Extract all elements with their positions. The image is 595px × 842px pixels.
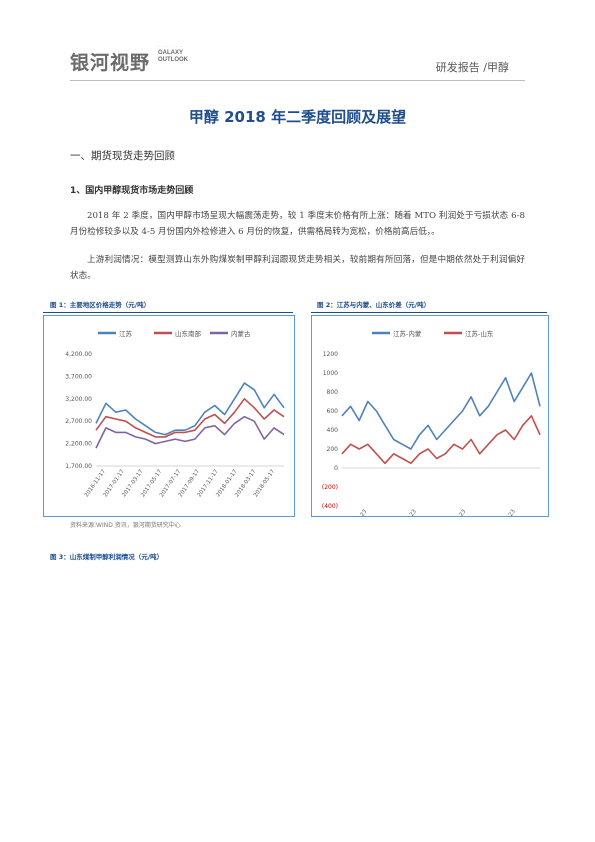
price-trend-chart: 江苏 山东南部 内蒙古 1,700.00 2,200.00 2,700.00 3,200.0…	[65, 329, 285, 498]
paragraph-1: 2018 年 2 季度，国内甲醇市场呈现大幅震荡走势，较 1 季度末价格有所上涨…	[70, 211, 525, 237]
y-tick-label: 4,200.00	[65, 351, 92, 358]
y-tick-label: 3,200.00	[65, 396, 92, 403]
y-tick-label: 1000	[323, 370, 338, 377]
series-line	[95, 398, 285, 438]
series-line	[95, 382, 285, 436]
figure-1-rule	[43, 312, 293, 313]
legend-label: 江苏-内蒙	[393, 329, 422, 338]
logo-english: GALAXY OUTLOOK	[158, 50, 188, 63]
y-tick-label: 800	[327, 389, 339, 396]
legend-label: 内蒙古	[231, 329, 251, 338]
section-heading: 一、期货现货走势回顾	[70, 150, 175, 162]
y-tick-label: 400	[327, 427, 339, 434]
legend-label: 江苏-山东	[465, 329, 494, 338]
y-tick-label: 1,700.00	[65, 463, 92, 470]
data-source: 资料来源:WIND 资讯，银河期货研究中心	[70, 522, 181, 529]
paragraph-2: 上游利润情况：模型测算山东外购煤炭制甲醇利润跟现货走势相关，较前期有所回落，但是…	[70, 255, 525, 281]
report-category: 研发报告 /甲醇	[435, 61, 509, 74]
x-tick-label: 2015-10-23	[395, 508, 419, 516]
legend-label: 江苏	[119, 329, 133, 338]
figure-3-caption: 图 3：山东煤制甲醇利润情况（元/吨）	[50, 553, 164, 561]
figure-1-frame: 江苏 山东南部 内蒙古 1,700.00 2,200.00 2,700.00 3,200.0…	[43, 315, 295, 517]
document-title: 甲醇 2018 年二季度回顾及展望	[188, 108, 407, 126]
spread-chart: 江苏-内蒙 江苏-山东 (400) (200) 0 200 400 600 800 1000 120…	[322, 329, 541, 538]
series-line	[341, 415, 541, 465]
series-line	[95, 415, 285, 449]
y-tick-label: 3,700.00	[65, 373, 92, 380]
y-tick-label: 0	[334, 465, 338, 472]
y-tick-label: 2,700.00	[65, 418, 92, 425]
logo-text: 银河视野	[70, 52, 151, 74]
x-tick-label: 2017-10-23	[494, 508, 518, 516]
y-tick-label: 200	[327, 446, 339, 453]
header-divider	[70, 80, 525, 81]
x-tick-label: 2014-8-23	[347, 508, 369, 516]
legend-label: 山东南部	[175, 329, 202, 338]
figure-2-frame: 江苏-内蒙 江苏-山东 (400) (200) 0 200 400 600 800 1000 120…	[311, 315, 549, 538]
subsection-heading: 1、国内甲醇现货市场走势回顾	[70, 186, 194, 196]
figure-2-rule	[311, 312, 547, 313]
figure-2-caption: 图 2：江苏与内蒙、山东价差（元/吨）	[317, 301, 431, 309]
figure-1-caption: 图 1：主要地区价格走势（元/吨）	[50, 301, 151, 309]
y-tick-label: 600	[327, 408, 339, 415]
y-tick-label: (400)	[322, 503, 338, 510]
series-line	[341, 372, 541, 450]
x-tick-label: 2016-10-23	[444, 508, 468, 516]
logo-english-line2: OUTLOOK	[158, 56, 188, 63]
logo-english-line1: GALAXY	[158, 50, 184, 56]
y-tick-label: (200)	[322, 484, 338, 491]
y-tick-label: 2,200.00	[65, 441, 92, 448]
y-tick-label: 1200	[323, 351, 338, 358]
logo-decoration: · · · · · ·	[158, 44, 183, 49]
